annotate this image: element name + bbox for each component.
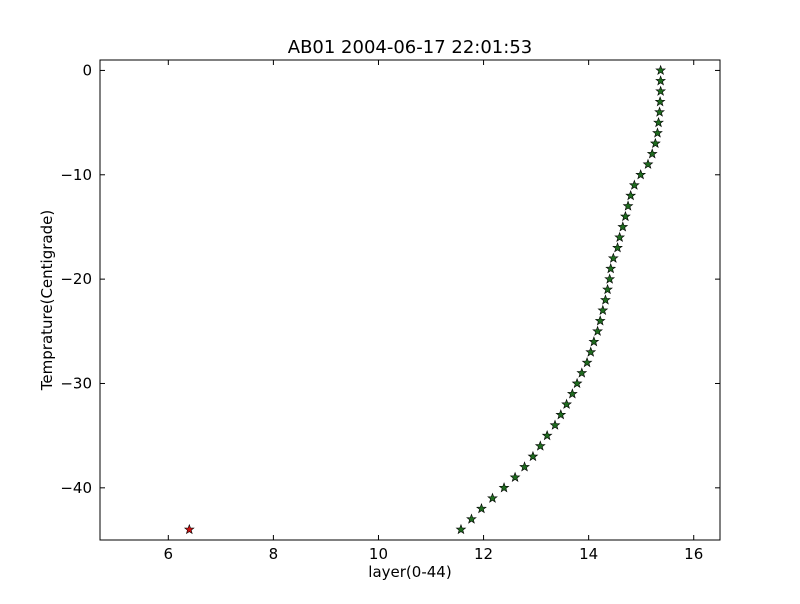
data-point: [588, 336, 600, 347]
x-tick-label: 6: [164, 545, 174, 563]
data-point: [653, 116, 664, 128]
y-tick-label: 0: [82, 61, 92, 79]
data-point: [592, 325, 603, 336]
plot-area-frame: [99, 59, 721, 541]
data-point: [534, 440, 546, 451]
data-point: [576, 367, 588, 378]
data-point: [620, 210, 631, 222]
data-point: [509, 471, 521, 482]
plot-marks: [183, 64, 667, 535]
data-point: [628, 179, 640, 190]
x-tick-label: 12: [474, 545, 493, 563]
y-tick-label: −30: [60, 374, 92, 392]
data-point: [655, 64, 667, 76]
data-point: [581, 356, 593, 368]
x-tick-label: 16: [684, 545, 703, 563]
data-point: [498, 482, 510, 493]
y-tick-label: −40: [60, 479, 92, 497]
data-point: [605, 263, 617, 274]
data-point: [602, 283, 613, 295]
data-point: [642, 158, 654, 169]
data-point: [600, 294, 611, 305]
y-tick-label: −10: [60, 166, 92, 184]
data-point: [604, 273, 616, 284]
data-point: [571, 377, 583, 389]
data-point: [649, 137, 661, 149]
data-point: [652, 127, 663, 138]
data-point: [654, 96, 666, 107]
data-point: [541, 429, 553, 441]
data-point: [617, 221, 629, 232]
data-point: [597, 304, 609, 316]
data-point: [561, 398, 572, 409]
data-point: [654, 106, 665, 117]
x-tick-label: 14: [579, 545, 598, 563]
data-point: [655, 85, 667, 96]
data-point: [466, 513, 477, 524]
data-point: [519, 461, 530, 472]
data-point: [622, 200, 634, 211]
data-point: [646, 148, 658, 159]
data-point: [612, 242, 623, 253]
data-point: [594, 315, 606, 326]
data-point: [527, 450, 539, 462]
data-point: [549, 419, 561, 430]
data-point: [607, 252, 619, 263]
data-point: [566, 388, 578, 399]
chart-title: AB01 2004-06-17 22:01:53: [288, 37, 532, 58]
x-tick-label: 8: [269, 545, 279, 563]
x-axis-label: layer(0-44): [368, 563, 451, 581]
data-point: [555, 409, 567, 420]
data-point: [455, 523, 467, 535]
y-tick-label: −20: [60, 270, 92, 288]
data-point: [635, 169, 647, 180]
data-point: [625, 189, 637, 201]
axis-ticks: 6 8 10 12 14 16 0 −10 −20 −30 −40: [60, 60, 720, 563]
data-point: [183, 523, 195, 535]
y-axis-label: Temprature(Centigrade): [38, 210, 56, 391]
data-point: [655, 75, 667, 86]
data-point: [476, 503, 487, 514]
data-point: [487, 492, 498, 503]
data-point: [585, 346, 597, 357]
data-point: [614, 231, 626, 242]
x-tick-label: 10: [369, 545, 388, 563]
